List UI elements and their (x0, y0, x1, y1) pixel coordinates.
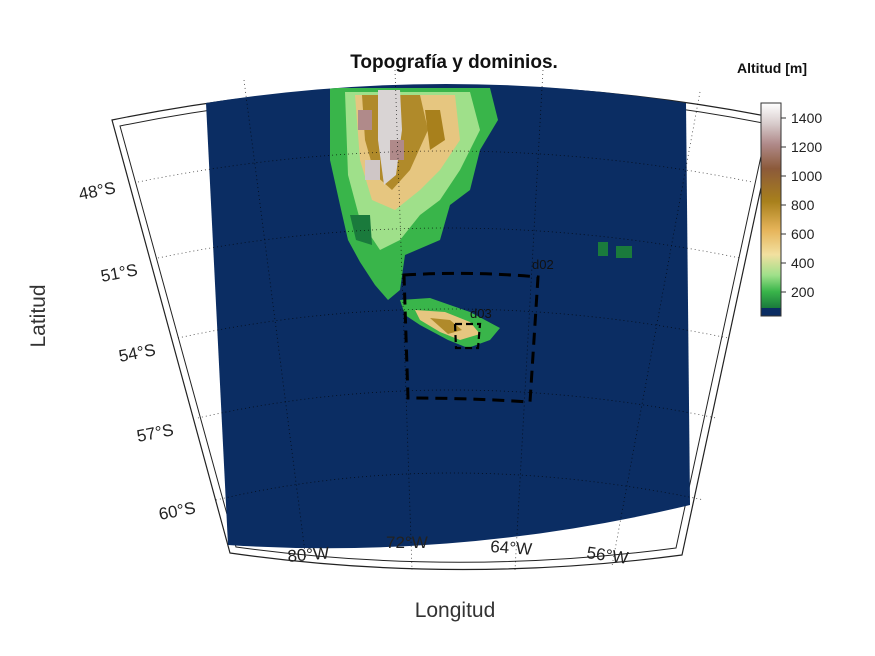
colorbar-frame (760, 102, 782, 317)
domain-d03-box (453, 322, 482, 350)
colorbar: Altitud [m] 1400 1200 1000 800 600 400 2… (737, 60, 822, 317)
colorbar-tick-label: 1200 (791, 139, 822, 155)
lat-tick-label: 57°S (135, 420, 175, 446)
x-axis-label: Longitud (415, 599, 496, 622)
lon-tick-label: 80°W (287, 543, 330, 566)
lat-tick-label: 51°S (99, 260, 139, 286)
colorbar-tick-label: 400 (791, 255, 815, 271)
domain-d02-box (402, 271, 540, 404)
lon-tick-label: 72°W (386, 533, 428, 552)
malvinas-islands (598, 242, 632, 258)
graticule (137, 69, 753, 571)
latitude-tick-labels: 48°S 51°S 54°S 57°S 60°S (77, 178, 197, 524)
colorbar-title: Altitud [m] (737, 60, 807, 76)
map-title: Topografía y dominios. (350, 52, 558, 73)
domain-d03-label: d03 (470, 306, 492, 321)
lat-tick-label: 48°S (77, 178, 117, 204)
colorbar-tick-label: 800 (791, 197, 815, 213)
domain-d02-label: d02 (532, 257, 554, 272)
lon-tick-label: 64°W (490, 537, 533, 559)
colorbar-ocean-swatch (761, 308, 781, 316)
colorbar-tick-label: 1000 (791, 168, 822, 184)
colorbar-gradient (761, 103, 781, 308)
longitude-tick-labels: 80°W 72°W 64°W 56°W (287, 533, 630, 568)
colorbar-tick-label: 200 (791, 284, 815, 300)
lat-tick-label: 60°S (157, 498, 197, 524)
lat-tick-label: 54°S (117, 340, 157, 366)
domain-boxes: d02 d03 (402, 257, 554, 404)
y-axis-label: Latitud (27, 284, 50, 347)
land-layer (330, 88, 632, 348)
colorbar-tick-label: 600 (791, 226, 815, 242)
colorbar-tick-label: 1400 (791, 110, 822, 126)
